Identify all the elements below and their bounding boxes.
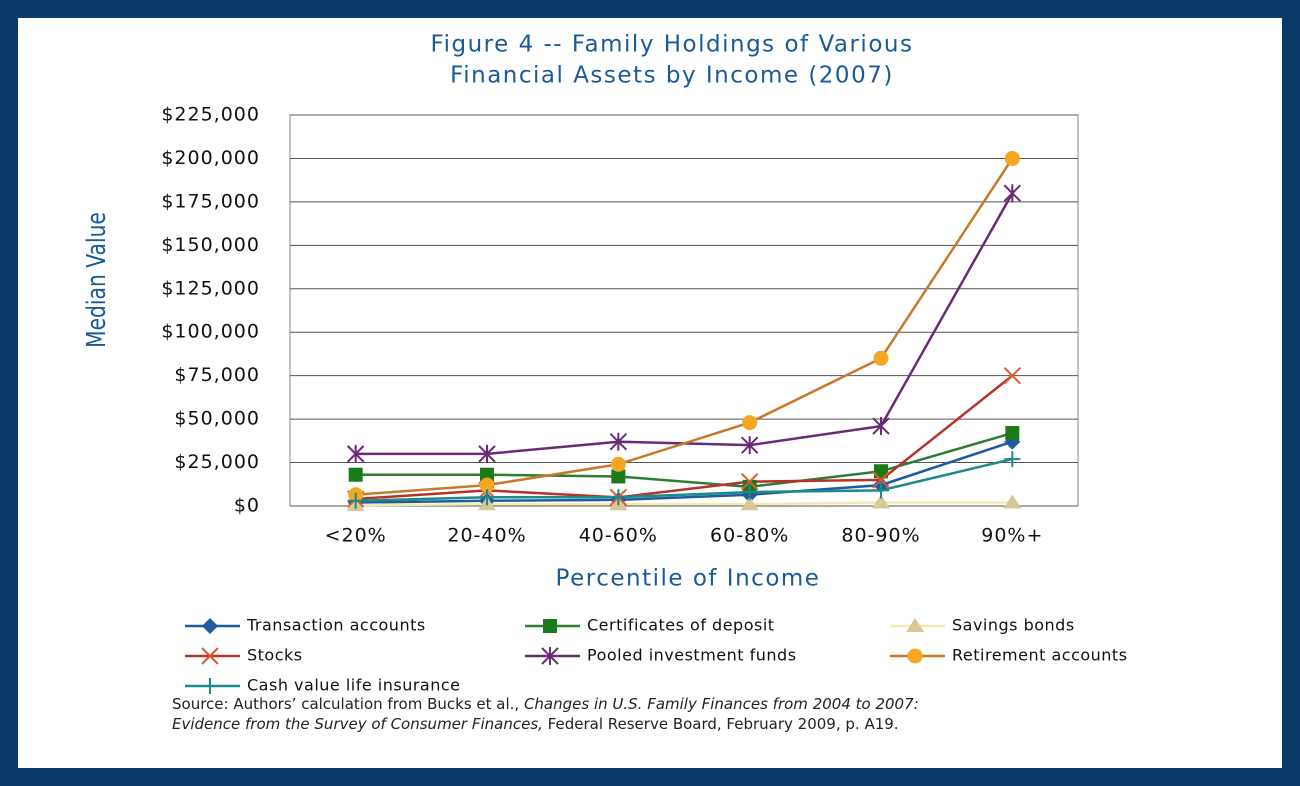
source-text: Changes in U.S. Family Finances from 200… bbox=[523, 695, 919, 713]
y-tick-label: $100,000 bbox=[161, 321, 260, 343]
legend-label: Certificates of deposit bbox=[587, 616, 775, 635]
marker bbox=[906, 618, 924, 632]
legend-item: Cash value life insurance bbox=[185, 676, 461, 695]
marker bbox=[611, 469, 626, 484]
legend-label: Cash value life insurance bbox=[247, 676, 461, 695]
legend-item: Retirement accounts bbox=[890, 646, 1128, 665]
legend-label: Pooled investment funds bbox=[587, 646, 797, 665]
marker bbox=[479, 477, 495, 493]
series-line bbox=[355, 431, 1013, 489]
marker bbox=[1004, 150, 1020, 166]
marker bbox=[740, 496, 759, 511]
legend-item: Pooled investment funds bbox=[525, 646, 797, 665]
legend-item: Certificates of deposit bbox=[525, 616, 775, 635]
x-tick-label: 60-80% bbox=[710, 525, 789, 547]
marker bbox=[201, 647, 219, 665]
series-line bbox=[355, 457, 1013, 503]
marker bbox=[478, 444, 496, 463]
marker bbox=[872, 494, 890, 509]
marker bbox=[740, 436, 759, 455]
marker bbox=[480, 467, 494, 482]
marker bbox=[741, 484, 758, 501]
source-note: Source: Authors’ calculation from Bucks … bbox=[172, 694, 919, 734]
marker bbox=[609, 432, 628, 451]
marker bbox=[1005, 426, 1020, 441]
source-text: Source: Authors’ calculation from Bucks … bbox=[172, 695, 524, 713]
marker bbox=[479, 489, 495, 506]
x-tick-label: 20-40% bbox=[447, 525, 526, 547]
y-axis-label: Median Value bbox=[82, 212, 112, 348]
x-tick-label: <20% bbox=[325, 525, 387, 547]
legend-item: Savings bonds bbox=[890, 616, 1075, 635]
marker bbox=[1003, 184, 1022, 203]
marker bbox=[873, 482, 889, 499]
x-tick-label: 40-60% bbox=[579, 525, 658, 547]
legend-label: Retirement accounts bbox=[952, 646, 1128, 665]
chart-title: Figure 4 -- Family Holdings of Various bbox=[431, 32, 914, 58]
series-line bbox=[355, 374, 1014, 501]
legend-label: Savings bonds bbox=[952, 616, 1075, 635]
marker bbox=[873, 350, 889, 366]
y-tick-label: $225,000 bbox=[161, 104, 260, 126]
marker bbox=[742, 415, 758, 431]
marker bbox=[1003, 366, 1022, 385]
legend-label: Transaction accounts bbox=[246, 616, 426, 635]
x-axis-label: Percentile of Income bbox=[556, 566, 821, 592]
y-tick-label: $50,000 bbox=[174, 408, 260, 430]
legend-item: Stocks bbox=[185, 646, 303, 665]
marker bbox=[1003, 494, 1022, 509]
y-tick-label: $0 bbox=[234, 495, 260, 517]
legend-label: Stocks bbox=[247, 646, 303, 665]
marker bbox=[872, 471, 890, 489]
y-tick-label: $200,000 bbox=[161, 147, 260, 169]
y-tick-label: $175,000 bbox=[161, 190, 260, 212]
series-line bbox=[355, 440, 1013, 504]
marker bbox=[202, 678, 218, 694]
source-text: Evidence from the Survey of Consumer Fin… bbox=[172, 715, 543, 733]
marker bbox=[346, 444, 365, 463]
chart-title: Financial Assets by Income (2007) bbox=[450, 63, 894, 89]
frame bbox=[18, 18, 1282, 768]
marker bbox=[872, 417, 890, 436]
x-tick-label: 90%+ bbox=[981, 525, 1043, 547]
legend-item: Transaction accounts bbox=[185, 616, 426, 635]
y-tick-label: $25,000 bbox=[174, 451, 260, 473]
marker bbox=[1004, 451, 1021, 468]
x-tick-label: 80-90% bbox=[841, 525, 920, 547]
marker bbox=[610, 489, 627, 506]
y-tick-label: $150,000 bbox=[161, 234, 260, 256]
marker bbox=[610, 456, 626, 472]
series-line bbox=[355, 157, 1014, 496]
marker bbox=[347, 492, 364, 509]
marker bbox=[202, 618, 218, 634]
marker bbox=[907, 648, 923, 664]
series-line bbox=[355, 192, 1014, 456]
source-text: Federal Reserve Board, February 2009, p.… bbox=[542, 715, 899, 733]
marker bbox=[740, 472, 759, 491]
series-line bbox=[355, 501, 1013, 507]
y-tick-label: $125,000 bbox=[161, 277, 260, 299]
marker bbox=[541, 647, 559, 665]
marker bbox=[543, 619, 557, 633]
marker bbox=[874, 464, 888, 479]
y-tick-label: $75,000 bbox=[174, 364, 260, 386]
marker bbox=[348, 467, 363, 482]
